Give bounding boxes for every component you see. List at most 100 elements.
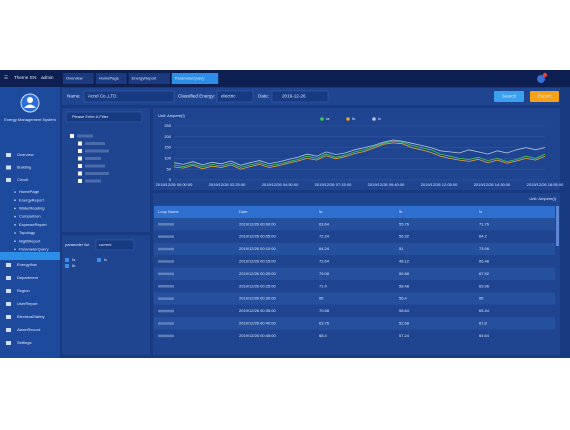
- cell: 66: [319, 296, 324, 301]
- column-header: Date: [239, 209, 248, 214]
- y-tick-label: 150: [164, 145, 171, 150]
- cell: 58.64: [399, 308, 410, 313]
- column-header: Ia: [319, 209, 323, 214]
- param-label: parameter list: [65, 242, 90, 247]
- menu-item[interactable]: ElectricalSafety: [17, 314, 45, 319]
- tree-filter[interactable]: [65, 111, 143, 123]
- menu-item[interactable]: Building: [17, 165, 31, 170]
- cell: 63.64: [319, 221, 330, 226]
- tree-checkbox[interactable]: [78, 164, 82, 168]
- menu-icon: [6, 178, 11, 182]
- submenu-item[interactable]: ParameterQuery: [19, 246, 49, 251]
- x-tick-label: 2019/12/26 07:15:00: [315, 182, 352, 187]
- tree-label: [77, 134, 93, 138]
- export-text: Export: [538, 94, 552, 99]
- search-text: Search: [502, 94, 517, 99]
- loop-name: [158, 285, 174, 288]
- legend-swatch: [320, 117, 324, 121]
- export-button[interactable]: [530, 91, 559, 102]
- tab-label: ParameterQuery: [175, 76, 205, 81]
- loop-name: [158, 309, 174, 313]
- cell: 2019/12/26 00:30:00: [239, 296, 276, 301]
- date-input[interactable]: [271, 90, 329, 103]
- table-unit: Unit: Ampere(l): [529, 196, 556, 201]
- table-row: [154, 230, 555, 243]
- menu-item[interactable]: Department: [17, 275, 39, 280]
- param-option: Ic: [104, 257, 107, 262]
- menu-item[interactable]: Circuit: [17, 177, 29, 182]
- x-tick-label: 2019/12/26 16:55:00: [527, 182, 564, 187]
- tree-checkbox[interactable]: [70, 134, 74, 138]
- date-value: 2019-12-26: [282, 94, 306, 99]
- cell: 2019/12/26 00:25:00: [239, 283, 276, 288]
- search-button[interactable]: [494, 91, 524, 102]
- tab[interactable]: [95, 73, 127, 84]
- tab[interactable]: [128, 73, 170, 84]
- submenu-dot: [14, 207, 16, 210]
- submenu-item[interactable]: Comparison: [19, 214, 41, 219]
- param-checkbox[interactable]: [65, 264, 69, 268]
- tree-checkbox[interactable]: [78, 156, 82, 161]
- name-select[interactable]: [83, 90, 175, 103]
- cell: 2019/12/26 00:45:00: [239, 333, 276, 338]
- submenu-dot: [14, 224, 16, 226]
- param-checkbox[interactable]: [97, 258, 101, 262]
- menu-item[interactable]: UserReport: [17, 301, 38, 306]
- submenu-item[interactable]: Topology: [19, 230, 35, 235]
- lang[interactable]: EN: [30, 75, 36, 80]
- tree-label: [85, 164, 105, 168]
- scrollbar[interactable]: [556, 206, 559, 246]
- loop-name: [158, 297, 174, 300]
- menu-item[interactable]: Energyflow: [17, 262, 37, 267]
- x-tick-label: 2019/12/26 00:00:00: [156, 182, 193, 187]
- submenu-item[interactable]: NightReport: [19, 238, 41, 243]
- system-name: Energy Management System: [4, 117, 56, 122]
- notification-icon[interactable]: [537, 75, 545, 83]
- menu-icon: [6, 289, 11, 293]
- tree-checkbox[interactable]: [78, 141, 82, 146]
- menu-item[interactable]: AlarmRecord: [17, 327, 40, 332]
- user[interactable]: admin: [41, 75, 54, 80]
- cell: 67.92: [479, 271, 490, 276]
- cell: 71.4: [319, 283, 328, 288]
- legend-label: Ic: [378, 116, 381, 121]
- tab[interactable]: [171, 73, 219, 84]
- submenu-item[interactable]: HomePage: [19, 189, 40, 194]
- submenu-item[interactable]: ExpenseReport: [19, 222, 47, 227]
- tree-checkbox[interactable]: [78, 179, 82, 183]
- param-checkbox[interactable]: [65, 258, 69, 262]
- series-line: [173, 140, 546, 168]
- tab[interactable]: [63, 73, 94, 84]
- cell: 56.4: [399, 296, 408, 301]
- table-row: [154, 255, 555, 268]
- x-tick-label: 2019/12/26 12:05:00: [421, 182, 458, 187]
- cell: 64.64: [479, 333, 490, 338]
- cell: 2019/12/26 00:05:00: [239, 234, 276, 239]
- submenu-dot: [14, 240, 16, 242]
- loop-name: [158, 322, 174, 325]
- theme[interactable]: Theme: [14, 75, 29, 80]
- name-value: Acrel Co.,LTD.: [88, 94, 118, 99]
- menu-item[interactable]: Settings: [17, 340, 31, 345]
- menu-icon[interactable]: ☰: [4, 75, 9, 80]
- avatar-head: [27, 97, 33, 103]
- series-line: [173, 139, 546, 166]
- y-tick-label: 250: [164, 123, 171, 128]
- x-tick-label: 2019/12/26 14:30:00: [474, 182, 511, 187]
- submenu-item[interactable]: WaterReading: [19, 205, 44, 210]
- loop-name: [158, 235, 174, 238]
- tree-checkbox[interactable]: [78, 149, 82, 153]
- y-tick-label: 100: [164, 155, 171, 160]
- loop-name: [158, 334, 174, 338]
- param-select[interactable]: [95, 239, 135, 251]
- menu-item[interactable]: Overview: [17, 152, 34, 157]
- loop-name: [158, 247, 174, 251]
- energy-select[interactable]: [216, 90, 254, 103]
- submenu-item[interactable]: EnergyReport: [19, 197, 45, 202]
- menu-item[interactable]: Region: [17, 288, 30, 293]
- table-row: [154, 242, 555, 256]
- tree-label: [85, 157, 101, 160]
- tree-checkbox[interactable]: [78, 171, 82, 176]
- cell: 61.8: [479, 320, 488, 325]
